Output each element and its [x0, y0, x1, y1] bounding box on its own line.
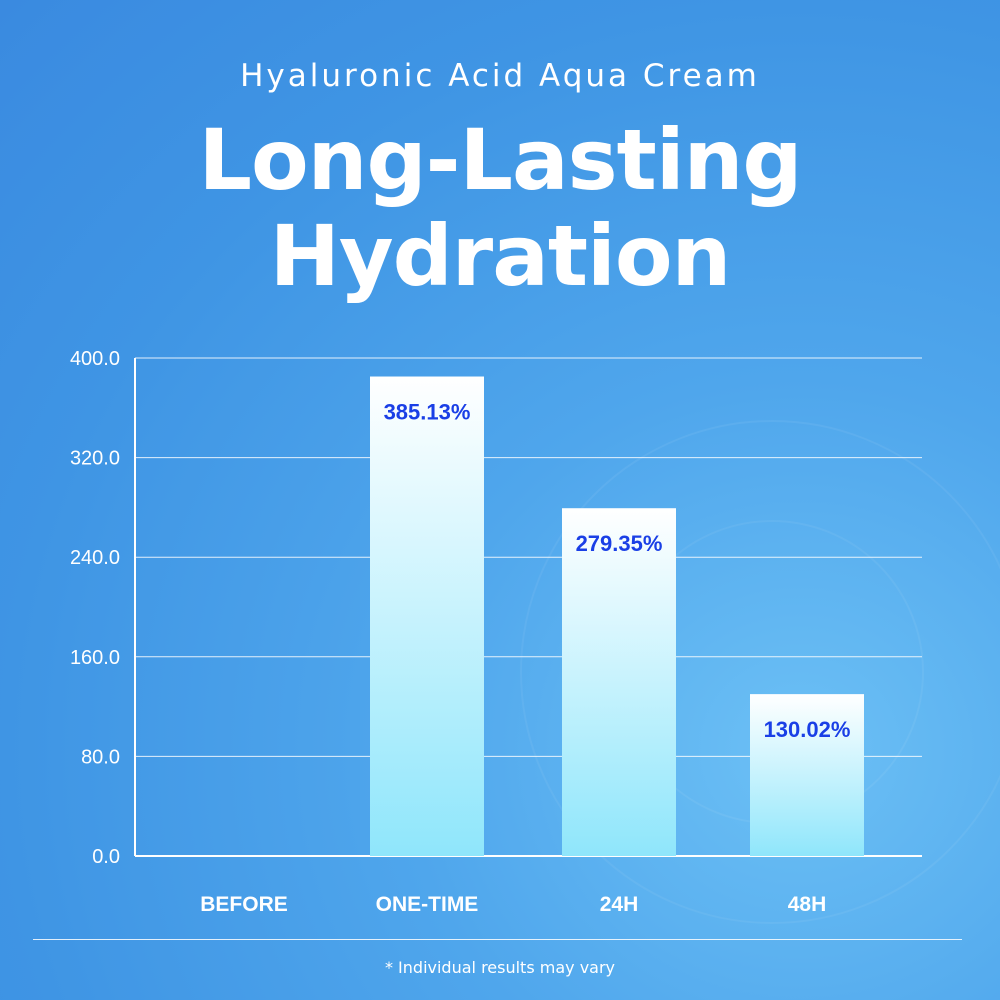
data-label: 130.02% [764, 717, 851, 742]
y-tick-label: 80.0 [81, 746, 120, 768]
y-tick-label: 160.0 [70, 647, 120, 669]
page-title: Long-Lasting Hydration [0, 112, 1000, 304]
title-line-2: Hydration [269, 207, 732, 305]
bar-24h [562, 508, 676, 856]
title-line-1: Long-Lasting [198, 111, 802, 209]
product-subtitle: Hyaluronic Acid Aqua Cream [240, 58, 760, 94]
bar-one-time [370, 376, 484, 856]
footnote: * Individual results may vary [384, 958, 616, 977]
data-label: 385.13% [384, 400, 471, 425]
y-tick-label: 400.0 [70, 348, 120, 370]
y-tick-label: 320.0 [70, 448, 120, 470]
x-tick-label: ONE-TIME [376, 893, 479, 916]
y-tick-label: 240.0 [70, 547, 120, 569]
data-label: 279.35% [576, 531, 663, 556]
x-tick-label: 48H [788, 893, 827, 916]
x-tick-label: 24H [600, 893, 639, 916]
bar-48h [750, 694, 864, 856]
ripple-decoration [520, 420, 1000, 924]
x-tick-label: BEFORE [200, 893, 288, 916]
y-tick-label: 0.0 [92, 846, 120, 868]
divider [33, 939, 962, 940]
